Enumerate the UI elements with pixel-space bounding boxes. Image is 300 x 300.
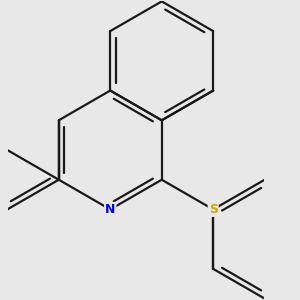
- Text: S: S: [209, 203, 218, 216]
- Text: N: N: [105, 203, 116, 216]
